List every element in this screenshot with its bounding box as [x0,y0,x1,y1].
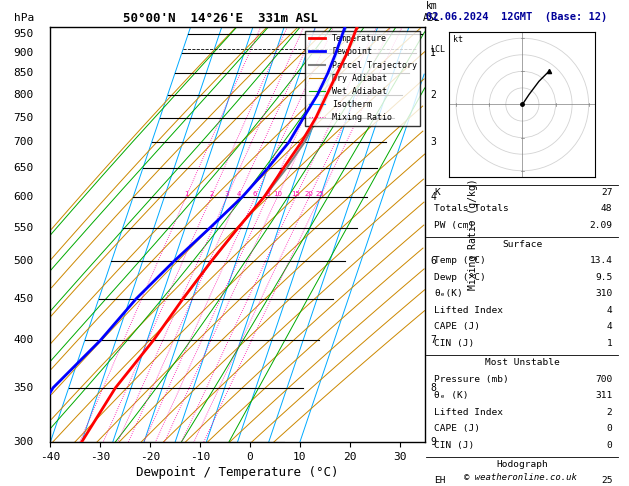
Text: CAPE (J): CAPE (J) [434,424,480,433]
Text: 10: 10 [273,191,282,197]
Text: 20: 20 [305,191,314,197]
Text: Lifted Index: Lifted Index [434,408,503,417]
Text: 2: 2 [607,408,613,417]
Text: 27: 27 [601,188,613,196]
Text: 950: 950 [13,29,33,39]
Text: 450: 450 [13,294,33,304]
Text: 13.4: 13.4 [589,256,613,265]
Text: 9.5: 9.5 [595,273,613,282]
Text: 2: 2 [209,191,213,197]
Text: 750: 750 [13,113,33,123]
Text: 25: 25 [601,476,613,486]
Text: 800: 800 [13,90,33,100]
Text: 4: 4 [237,191,241,197]
Text: 0: 0 [607,441,613,450]
Text: 50°00'N  14°26'E  331m ASL: 50°00'N 14°26'E 331m ASL [123,12,318,25]
Text: 8: 8 [430,382,436,393]
Text: 311: 311 [595,391,613,400]
Text: K: K [434,188,440,196]
Text: 300: 300 [13,437,33,447]
Text: hPa: hPa [14,13,34,22]
Text: 500: 500 [13,257,33,266]
Text: Surface: Surface [503,240,542,249]
Text: θₑ(K): θₑ(K) [434,289,463,298]
Text: Dewp (°C): Dewp (°C) [434,273,486,282]
Text: 4: 4 [607,322,613,331]
Text: θₑ (K): θₑ (K) [434,391,469,400]
Text: 700: 700 [595,375,613,383]
Text: 310: 310 [595,289,613,298]
Text: 4: 4 [430,192,436,202]
Text: 850: 850 [13,69,33,79]
Text: Temp (°C): Temp (°C) [434,256,486,265]
Text: EH: EH [434,476,445,486]
Text: Hodograph: Hodograph [496,460,548,469]
Text: 700: 700 [13,137,33,147]
Text: 48: 48 [601,204,613,213]
Text: © weatheronline.co.uk: © weatheronline.co.uk [464,473,577,482]
Text: 550: 550 [13,223,33,233]
Legend: Temperature, Dewpoint, Parcel Trajectory, Dry Adiabat, Wet Adiabat, Isotherm, Mi: Temperature, Dewpoint, Parcel Trajectory… [306,31,420,125]
Text: Pressure (mb): Pressure (mb) [434,375,509,383]
Text: km
ASL: km ASL [423,1,441,22]
Text: Lifted Index: Lifted Index [434,306,503,315]
Text: 900: 900 [13,48,33,58]
Text: 2: 2 [430,90,436,100]
Text: Most Unstable: Most Unstable [485,358,560,367]
Text: LCL: LCL [430,45,445,54]
Text: PW (cm): PW (cm) [434,221,474,229]
Text: 1: 1 [607,339,613,348]
Text: kt: kt [453,35,463,44]
Text: CIN (J): CIN (J) [434,441,474,450]
Text: 650: 650 [13,163,33,174]
Text: 3: 3 [225,191,229,197]
Text: 15: 15 [291,191,300,197]
Text: 1: 1 [184,191,188,197]
Text: 6: 6 [430,257,436,266]
Text: 600: 600 [13,192,33,202]
Text: 9: 9 [430,437,436,447]
Text: 2.09: 2.09 [589,221,613,229]
Text: CAPE (J): CAPE (J) [434,322,480,331]
Text: 02.06.2024  12GMT  (Base: 12): 02.06.2024 12GMT (Base: 12) [426,12,608,22]
Text: 0: 0 [607,424,613,433]
Text: 400: 400 [13,335,33,346]
Text: 4: 4 [607,306,613,315]
Text: 350: 350 [13,382,33,393]
Text: 1: 1 [430,48,436,58]
Text: 8: 8 [265,191,270,197]
Text: 25: 25 [316,191,325,197]
Text: 6: 6 [253,191,257,197]
Text: CIN (J): CIN (J) [434,339,474,348]
Text: Totals Totals: Totals Totals [434,204,509,213]
X-axis label: Dewpoint / Temperature (°C): Dewpoint / Temperature (°C) [136,466,338,479]
Text: 3: 3 [430,137,436,147]
Text: Mixing Ratio (g/kg): Mixing Ratio (g/kg) [468,179,478,290]
Text: 7: 7 [430,335,436,346]
